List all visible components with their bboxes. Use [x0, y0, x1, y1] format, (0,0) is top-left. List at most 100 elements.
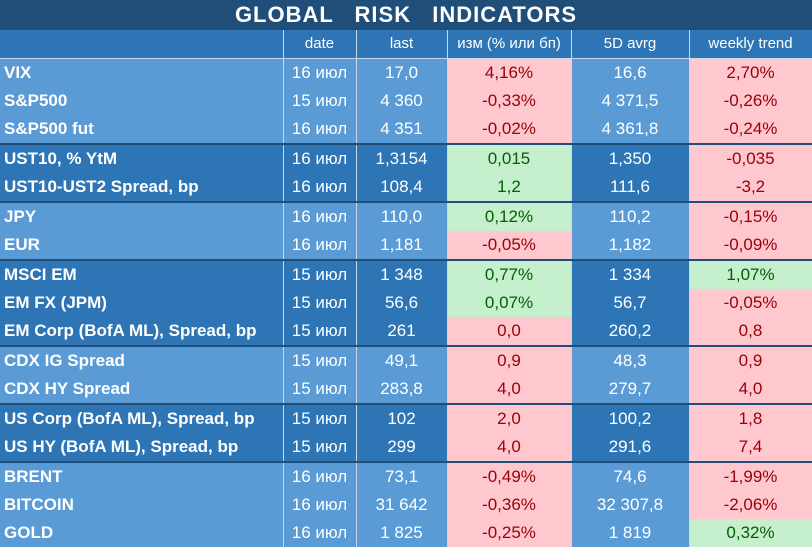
indicator-name: US HY (BofA ML), Spread, bp — [0, 433, 284, 462]
change-value: -0,36% — [447, 491, 572, 519]
date-cell: 16 июл — [283, 115, 357, 144]
date-cell: 16 июл — [283, 491, 357, 519]
last-value: 4 360 — [356, 87, 448, 115]
date-cell: 16 июл — [283, 201, 357, 231]
last-value: 49,1 — [356, 345, 448, 375]
indicator-name: UST10-UST2 Spread, bp — [0, 173, 284, 202]
last-value: 110,0 — [356, 201, 448, 231]
weekly-trend-value: -0,05% — [689, 289, 812, 317]
avg-value: 32 307,8 — [571, 491, 690, 519]
header-row: date last изм (% или бп) 5D avrg weekly … — [0, 30, 812, 59]
indicator-name: US Corp (BofA ML), Spread, bp — [0, 403, 284, 433]
change-value: -0,49% — [447, 461, 572, 491]
last-value: 4 351 — [356, 115, 448, 144]
last-value: 1 825 — [356, 519, 448, 547]
avg-value: 279,7 — [571, 375, 690, 404]
weekly-trend-value: -3,2 — [689, 173, 812, 202]
avg-value: 111,6 — [571, 173, 690, 202]
date-cell: 16 июл — [283, 519, 357, 547]
avg-value: 1,350 — [571, 143, 690, 173]
last-value: 261 — [356, 317, 448, 346]
indicator-name: JPY — [0, 201, 284, 231]
last-value: 31 642 — [356, 491, 448, 519]
change-value: 1,2 — [447, 173, 572, 202]
page-title: GLOBAL RISK INDICATORS — [0, 0, 812, 30]
indicator-name: CDX HY Spread — [0, 375, 284, 404]
avg-value: 110,2 — [571, 201, 690, 231]
avg-value: 4 361,8 — [571, 115, 690, 144]
date-cell: 15 июл — [283, 317, 357, 346]
avg-value: 1 334 — [571, 259, 690, 289]
change-value: 0,77% — [447, 259, 572, 289]
table-row: EUR 16 июл 1,181 -0,05% 1,182 -0,09% — [0, 231, 812, 260]
col-header-change: изм (% или бп) — [447, 30, 572, 59]
indicator-name: EUR — [0, 231, 284, 260]
table-row: JPY 16 июл 110,0 0,12% 110,2 -0,15% — [0, 201, 812, 231]
avg-value: 4 371,5 — [571, 87, 690, 115]
avg-value: 100,2 — [571, 403, 690, 433]
table-row: EM FX (JPM) 15 июл 56,6 0,07% 56,7 -0,05% — [0, 289, 812, 317]
date-cell: 15 июл — [283, 345, 357, 375]
weekly-trend-value: -0,24% — [689, 115, 812, 144]
col-header-name — [0, 30, 284, 59]
indicator-name: EM FX (JPM) — [0, 289, 284, 317]
last-value: 283,8 — [356, 375, 448, 404]
table-row: US Corp (BofA ML), Spread, bp 15 июл 102 2,… — [0, 403, 812, 433]
table-row: VIX 16 июл 17,0 4,16% 16,6 2,70% — [0, 58, 812, 87]
date-cell: 15 июл — [283, 259, 357, 289]
date-cell: 16 июл — [283, 231, 357, 260]
weekly-trend-value: -0,15% — [689, 201, 812, 231]
avg-value: 48,3 — [571, 345, 690, 375]
avg-value: 291,6 — [571, 433, 690, 462]
date-cell: 15 июл — [283, 375, 357, 404]
table-row: UST10, % YtM 16 июл 1,3154 0,015 1,350 -0,035 — [0, 143, 812, 173]
table-row: S&P500 fut 16 июл 4 351 -0,02% 4 361,8 -0,24% — [0, 115, 812, 144]
weekly-trend-value: 0,9 — [689, 345, 812, 375]
weekly-trend-value: 4,0 — [689, 375, 812, 404]
table-row: CDX HY Spread 15 июл 283,8 4,0 279,7 4,0 — [0, 375, 812, 404]
indicator-name: BITCOIN — [0, 491, 284, 519]
change-value: 4,0 — [447, 433, 572, 462]
table-row: US HY (BofA ML), Spread, bp 15 июл 299 4,0 2… — [0, 433, 812, 462]
col-header-trend: weekly trend — [689, 30, 812, 59]
change-value: -0,05% — [447, 231, 572, 260]
last-value: 299 — [356, 433, 448, 462]
table-row: S&P500 15 июл 4 360 -0,33% 4 371,5 -0,26% — [0, 87, 812, 115]
last-value: 1 348 — [356, 259, 448, 289]
change-value: 0,07% — [447, 289, 572, 317]
indicator-name: GOLD — [0, 519, 284, 547]
date-cell: 15 июл — [283, 87, 357, 115]
indicator-name: VIX — [0, 58, 284, 87]
col-header-avg: 5D avrg — [571, 30, 690, 59]
weekly-trend-value: -1,99% — [689, 461, 812, 491]
weekly-trend-value: 1,07% — [689, 259, 812, 289]
risk-indicators-table: date last изм (% или бп) 5D avrg weekly … — [0, 30, 812, 547]
weekly-trend-value: 2,70% — [689, 58, 812, 87]
change-value: 0,0 — [447, 317, 572, 346]
weekly-trend-value: -0,035 — [689, 143, 812, 173]
avg-value: 74,6 — [571, 461, 690, 491]
table-row: GOLD 16 июл 1 825 -0,25% 1 819 0,32% — [0, 519, 812, 547]
weekly-trend-value: 0,32% — [689, 519, 812, 547]
avg-value: 1,182 — [571, 231, 690, 260]
date-cell: 15 июл — [283, 403, 357, 433]
date-cell: 16 июл — [283, 461, 357, 491]
last-value: 73,1 — [356, 461, 448, 491]
date-cell: 15 июл — [283, 433, 357, 462]
change-value: -0,25% — [447, 519, 572, 547]
last-value: 56,6 — [356, 289, 448, 317]
date-cell: 16 июл — [283, 58, 357, 87]
weekly-trend-value: 7,4 — [689, 433, 812, 462]
table-row: BITCOIN 16 июл 31 642 -0,36% 32 307,8 -2,06% — [0, 491, 812, 519]
last-value: 1,181 — [356, 231, 448, 260]
avg-value: 56,7 — [571, 289, 690, 317]
weekly-trend-value: -0,26% — [689, 87, 812, 115]
last-value: 17,0 — [356, 58, 448, 87]
change-value: 2,0 — [447, 403, 572, 433]
last-value: 102 — [356, 403, 448, 433]
indicator-name: CDX IG Spread — [0, 345, 284, 375]
indicator-name: MSCI EM — [0, 259, 284, 289]
avg-value: 16,6 — [571, 58, 690, 87]
date-cell: 16 июл — [283, 143, 357, 173]
col-header-date: date — [283, 30, 357, 59]
